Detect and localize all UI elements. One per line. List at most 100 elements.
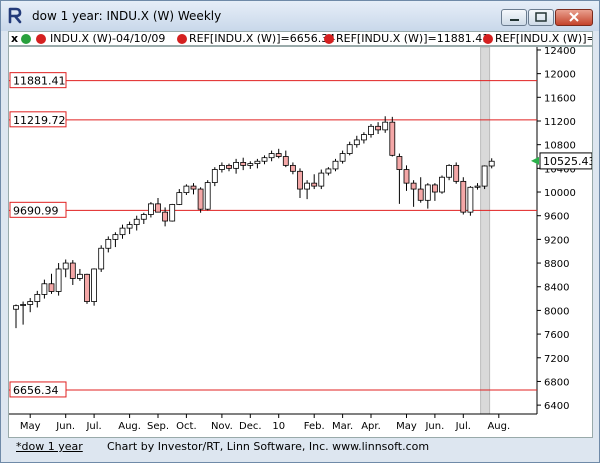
candle-body [346, 144, 353, 154]
y-tick-label: 8400 [544, 283, 569, 294]
title-bar[interactable]: dow 1 year: INDU.X (W) Weekly [1, 1, 599, 31]
candle-body [133, 218, 140, 225]
candle-body [20, 304, 27, 306]
candle-body [226, 164, 232, 169]
candle-body [190, 185, 197, 190]
y-tick-label: 7200 [544, 354, 569, 365]
candle-body [197, 188, 204, 210]
candle-body [147, 203, 154, 215]
chart-tab[interactable]: *dow 1 year [16, 440, 83, 453]
indicator-info-bar: x INDU.X (W)-04/10/09 REF[INDU.X (W)]=66… [8, 31, 593, 46]
maximize-icon [535, 12, 547, 22]
candle-body [282, 156, 289, 166]
candle-body [297, 170, 303, 190]
window-title: dow 1 year: INDU.X (W) Weekly [32, 9, 222, 23]
candle-body [126, 224, 133, 229]
candle-body [396, 156, 403, 170]
reference-label-box [9, 111, 67, 128]
x-tick-label: 10 [272, 421, 285, 432]
candle-body [140, 214, 147, 220]
reference-label-box [9, 381, 67, 398]
y-tick-label: 10400 [544, 164, 576, 175]
candle-body [62, 262, 69, 270]
candle-body [27, 301, 34, 305]
reference-label: 11881.41 [13, 75, 66, 88]
candle-body [311, 182, 318, 187]
candle-body [467, 186, 474, 213]
investor-rt-logo-icon [8, 7, 22, 24]
minimize-icon [510, 19, 519, 21]
x-tick-label: Mar. [332, 421, 353, 432]
candle-body [403, 169, 410, 184]
candle-body [112, 234, 119, 240]
x-tick-label: Sep. [147, 421, 169, 432]
y-tick-label: 12000 [544, 70, 576, 81]
y-tick-label: 8800 [544, 259, 569, 270]
candle-body [183, 185, 190, 194]
red-status-icon[interactable] [36, 34, 46, 44]
candle-body [382, 121, 389, 131]
y-tick-label: 6400 [544, 401, 569, 412]
close-indicator-button[interactable]: x [11, 32, 19, 45]
x-tick-label: Aug. [118, 421, 141, 432]
reference-label: 6656.34 [13, 384, 59, 397]
x-tick-label: May [396, 421, 417, 432]
highlight-band [480, 47, 491, 415]
candle-body [48, 283, 55, 292]
candle-body [176, 192, 183, 205]
x-tick-label: Dec. [239, 421, 262, 432]
candle-body [360, 134, 367, 141]
last-price-label: 10525.43 [543, 155, 592, 168]
candle-body [211, 169, 218, 183]
candle-body [389, 121, 396, 156]
candle-body [254, 160, 261, 165]
x-tick-label: Jul. [455, 421, 471, 432]
x-tick-label: Jun. [55, 421, 75, 432]
candle-body [162, 211, 169, 222]
y-tick-label: 9600 [544, 212, 569, 223]
candle-body [218, 164, 225, 170]
candle-body [410, 182, 417, 190]
candle-body [289, 164, 296, 172]
y-tick-label: 7600 [544, 330, 569, 341]
candle-body [318, 172, 325, 187]
x-tick-label: May [20, 421, 41, 432]
price-chart[interactable]: 6400 6800 7200 7600 8000 8400 8800 9200 9600 1000… [8, 46, 593, 438]
reference-label: 11219.72 [13, 114, 66, 127]
minimize-button[interactable] [501, 9, 527, 26]
candle-body [424, 184, 431, 201]
info-item-ref-2: REF[INDU.X (W)]=11881.41 [336, 32, 490, 45]
close-button[interactable] [555, 9, 593, 26]
candle-body [488, 160, 495, 167]
green-status-icon[interactable] [21, 34, 31, 44]
maximize-button[interactable] [528, 9, 554, 26]
candle-body [474, 185, 481, 188]
candle-body [98, 247, 105, 270]
candle-body [446, 164, 453, 178]
candle-body [375, 125, 382, 131]
x-tick-label: Nov. [211, 421, 233, 432]
candle-body [204, 182, 211, 210]
info-item-price: INDU.X (W)-04/10/09 [50, 32, 166, 45]
x-tick-label: Oct. [176, 421, 196, 432]
candle-body [34, 294, 41, 302]
candle-body [169, 204, 176, 222]
y-tick-label: 9200 [544, 235, 569, 246]
candle-body [247, 163, 254, 166]
red-status-icon[interactable] [177, 34, 187, 44]
candle-body [233, 162, 240, 169]
red-status-icon[interactable] [324, 34, 334, 44]
last-price-box [539, 152, 592, 170]
x-tick-label: Aug. [487, 421, 510, 432]
candle-body [55, 268, 62, 292]
candle-body [339, 153, 346, 162]
close-icon [569, 12, 579, 22]
candle-body [240, 162, 247, 166]
red-status-icon[interactable] [483, 34, 493, 44]
candlestick-chart[interactable]: 6400 6800 7200 7600 8000 8400 8800 9200 9600 1000… [9, 47, 592, 437]
candle-body [41, 283, 48, 295]
candle-body [275, 153, 282, 157]
x-tick-label: Jun. [424, 421, 444, 432]
candle-body [417, 188, 424, 201]
